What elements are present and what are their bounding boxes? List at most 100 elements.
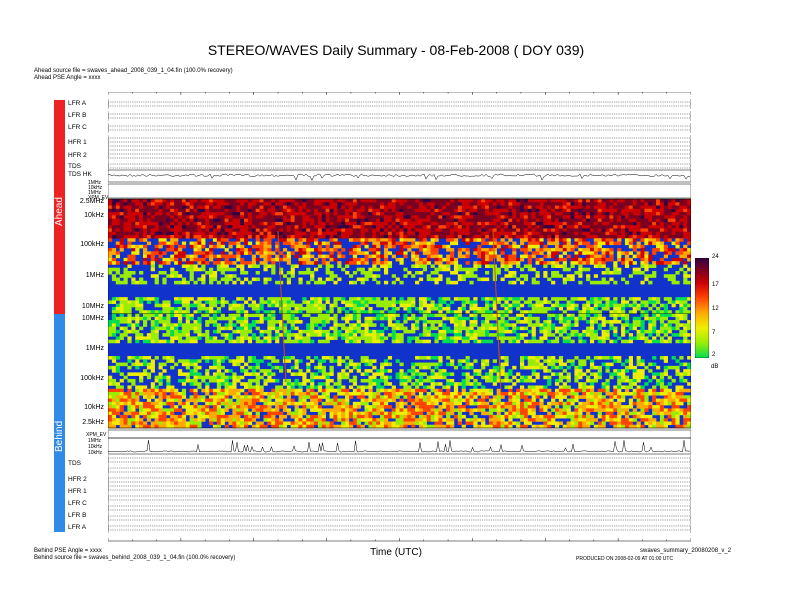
spectrogram-cell — [562, 241, 567, 246]
spectrogram-cell — [601, 208, 606, 213]
spectrogram-cell — [111, 356, 117, 360]
spectrogram-cell — [197, 234, 202, 239]
spectrogram-cell — [263, 261, 268, 265]
spectrogram-cell — [469, 329, 474, 334]
spectrogram-cell — [286, 215, 291, 219]
spectrogram-cell — [224, 199, 229, 203]
spectrogram-cell — [461, 306, 466, 311]
spectrogram-cell — [461, 339, 466, 344]
spectrogram-cell — [477, 221, 482, 226]
spectrogram-cell — [403, 326, 408, 331]
spectrogram-cell — [601, 228, 606, 233]
spectrogram-cell — [325, 241, 330, 246]
spectrogram-cell — [348, 300, 354, 304]
spectrogram-cell — [127, 264, 132, 268]
spectrogram-cell — [597, 199, 602, 203]
spectrogram-cell — [446, 231, 451, 236]
spectrogram-cell — [302, 218, 307, 223]
spectrogram-cell — [321, 248, 326, 252]
spectrogram-cell — [119, 225, 124, 229]
spectrogram-cell — [352, 336, 358, 340]
spectrogram-cell — [636, 208, 641, 213]
spectrogram-cell — [512, 202, 517, 206]
spectrogram-cell — [228, 218, 233, 223]
spectrogram-cell — [586, 274, 591, 278]
spectrogram-cell — [551, 254, 556, 259]
spectrogram-cell — [244, 333, 249, 337]
spectrogram-cell — [360, 372, 365, 376]
spectrogram-cell — [115, 215, 120, 219]
spectrogram-cell — [123, 300, 128, 304]
spectrogram-cell — [166, 215, 171, 219]
spectrogram-cell — [617, 238, 622, 242]
spectrogram-cell — [554, 261, 560, 265]
spectrogram-cell — [150, 254, 155, 259]
spectrogram-cell — [418, 297, 424, 301]
spectrogram-cell — [317, 306, 323, 311]
spectrogram-cell — [640, 310, 645, 314]
spectrogram-cell — [177, 261, 183, 265]
spectrogram-cell — [519, 297, 525, 301]
spectrogram-cell — [321, 339, 326, 344]
spectrogram-cell — [185, 280, 190, 285]
spectrogram-cell — [220, 313, 225, 318]
spectrogram-cell — [399, 215, 404, 219]
spectrogram-cell — [465, 199, 470, 203]
spectrogram-cell — [177, 228, 183, 233]
spectrogram-cell — [387, 221, 393, 226]
aux-freq-label: 10kHz — [88, 444, 103, 450]
spectrogram-cell — [418, 248, 424, 252]
spectrogram-cell — [683, 228, 688, 233]
spectrogram-cell — [683, 218, 688, 223]
spectrogram-cell — [648, 329, 653, 334]
spectrogram-cell — [551, 251, 556, 255]
spectrogram-cell — [671, 277, 676, 282]
spectrogram-cell — [201, 238, 206, 242]
spectrogram-cell — [387, 218, 393, 223]
spectrogram-cell — [519, 362, 525, 367]
spectrogram-cell — [582, 208, 587, 213]
spectrogram-cell — [271, 225, 276, 229]
spectrogram-cell — [418, 277, 424, 282]
spectrogram-cell — [485, 329, 490, 334]
spectrogram-cell — [667, 212, 672, 216]
spectrogram-cell — [220, 297, 225, 301]
spectrogram-cell — [387, 208, 393, 213]
spectrogram-cell — [360, 257, 365, 262]
aux-freq-label: 1MHz — [88, 180, 102, 186]
spectrogram-cell — [500, 257, 505, 262]
spectrogram-cell — [430, 199, 435, 203]
spectrogram-cell — [158, 244, 163, 249]
spectrogram-cell — [539, 365, 544, 370]
spectrogram-cell — [667, 251, 672, 255]
spectrogram-cell — [251, 277, 256, 282]
spectrogram-cell — [485, 323, 490, 327]
spectrogram-cell — [376, 241, 381, 246]
spectrogram-cell — [306, 300, 311, 304]
spectrogram-cell — [496, 218, 501, 223]
spectrogram-cell — [115, 231, 120, 236]
tds-trace-line — [108, 173, 691, 181]
spectrogram-cell — [477, 333, 482, 337]
spectrogram-cell — [613, 234, 618, 239]
spectrogram-cell — [516, 215, 521, 219]
spectrogram-cell — [220, 244, 225, 249]
spectrogram-cell — [209, 215, 214, 219]
spectrogram-cell — [348, 208, 354, 213]
spectrogram-cell — [652, 336, 657, 340]
spectrogram-cell — [337, 215, 342, 219]
spectrogram-cell — [282, 306, 288, 311]
spectrogram-cell — [267, 372, 272, 376]
spectrogram-cell — [244, 221, 249, 226]
spectrogram-cell — [139, 362, 144, 367]
spectrogram-cell — [395, 326, 400, 331]
spectrogram-cell — [209, 316, 214, 321]
spectrogram-cell — [240, 228, 245, 233]
spectrogram-cell — [687, 228, 691, 233]
spectrogram-cell — [446, 228, 451, 233]
spectrogram-cell — [399, 244, 404, 249]
spectrogram-cell — [442, 234, 447, 239]
spectrogram-cell — [461, 359, 466, 363]
spectrogram-cell — [679, 212, 684, 216]
spectrogram-cell — [251, 369, 256, 373]
